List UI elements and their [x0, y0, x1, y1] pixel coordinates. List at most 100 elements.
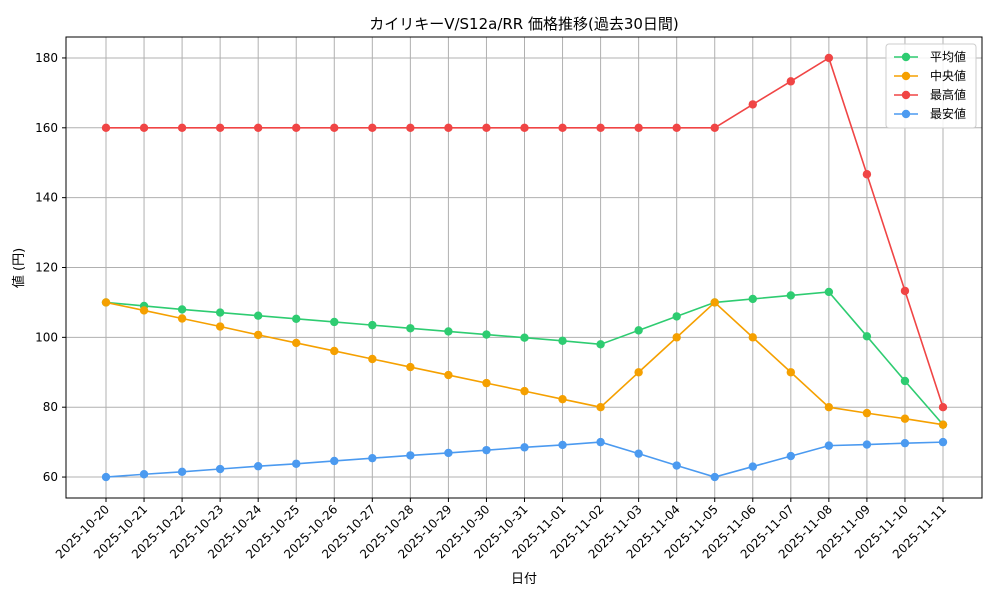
data-point — [748, 333, 757, 342]
data-point — [482, 445, 491, 455]
data-point — [444, 448, 453, 458]
legend-label: 最安値 — [930, 106, 966, 121]
data-point — [824, 402, 834, 412]
data-point — [786, 368, 796, 377]
y-tick-label: 140 — [35, 191, 58, 205]
data-point — [482, 123, 491, 133]
data-point — [368, 453, 377, 463]
series-layer — [101, 53, 948, 482]
data-point — [824, 441, 834, 450]
data-point — [748, 294, 757, 304]
data-point — [139, 306, 149, 315]
legend-swatch-marker — [901, 52, 911, 62]
y-tick-label: 60 — [43, 470, 58, 484]
legend-item: 中央値 — [894, 68, 966, 83]
data-point — [672, 312, 681, 321]
data-point — [139, 470, 149, 479]
data-point — [710, 472, 719, 482]
data-point — [330, 346, 339, 356]
data-point — [824, 287, 834, 297]
data-point — [558, 440, 567, 450]
data-point — [292, 338, 301, 348]
data-point — [900, 414, 910, 423]
series-1 — [101, 298, 948, 429]
data-point — [558, 123, 567, 133]
data-point — [368, 320, 377, 330]
data-point — [748, 100, 757, 109]
data-point — [748, 462, 757, 471]
data-point — [215, 123, 225, 133]
data-point — [520, 123, 529, 133]
legend-item: 最安値 — [894, 106, 966, 121]
data-point — [938, 437, 948, 447]
y-tick-label: 100 — [35, 330, 58, 344]
data-point — [406, 123, 415, 133]
data-point — [634, 449, 643, 458]
data-point — [101, 298, 111, 307]
data-point — [444, 327, 453, 336]
x-axis-ticks: 2025-10-202025-10-212025-10-222025-10-23… — [53, 498, 949, 561]
data-point — [862, 440, 872, 449]
data-point — [862, 170, 872, 179]
data-point — [482, 378, 491, 388]
data-point — [824, 53, 834, 63]
data-point — [672, 333, 681, 342]
data-point — [672, 123, 681, 133]
data-point — [330, 123, 339, 133]
y-tick-label: 80 — [43, 400, 58, 414]
y-axis-label: 値 (円) — [11, 248, 27, 288]
y-axis-ticks: 60 80 100 120 140 160 180 — [35, 51, 66, 484]
data-point — [634, 368, 643, 377]
data-point — [596, 123, 605, 133]
data-point — [101, 472, 111, 482]
y-tick-label: 120 — [35, 261, 58, 275]
data-point — [444, 370, 453, 380]
data-point — [558, 336, 567, 346]
legend-swatch-marker — [901, 90, 911, 100]
data-point — [938, 402, 948, 412]
legend-label: 平均値 — [930, 49, 966, 64]
data-point — [177, 314, 187, 323]
data-point — [330, 317, 339, 327]
data-point — [406, 451, 415, 460]
data-point — [862, 408, 872, 418]
data-point — [596, 340, 605, 349]
data-point — [253, 330, 263, 340]
data-point — [177, 305, 187, 314]
data-point — [634, 123, 643, 133]
y-tick-label: 180 — [35, 51, 58, 65]
data-point — [215, 464, 225, 474]
data-point — [101, 123, 111, 133]
data-point — [177, 123, 187, 133]
data-point — [900, 286, 910, 296]
legend-swatch-marker — [901, 109, 911, 119]
data-point — [253, 311, 263, 320]
data-point — [292, 314, 301, 324]
chart-title: カイリキーV/S12a/RR 価格推移(過去30日間) — [369, 15, 679, 33]
data-point — [330, 456, 339, 466]
data-point — [520, 443, 529, 452]
data-point — [596, 437, 605, 447]
data-point — [215, 322, 225, 331]
data-point — [900, 438, 910, 448]
data-point — [292, 123, 301, 133]
data-point — [558, 394, 567, 404]
data-point — [710, 298, 719, 307]
data-point — [520, 386, 529, 396]
data-point — [406, 324, 415, 333]
data-point — [368, 123, 377, 133]
data-point — [520, 333, 529, 342]
data-point — [444, 123, 453, 133]
data-point — [786, 451, 796, 461]
data-point — [177, 467, 187, 477]
legend-label: 中央値 — [930, 68, 966, 83]
legend-item: 平均値 — [894, 49, 966, 64]
data-point — [292, 459, 301, 468]
data-point — [368, 354, 377, 364]
data-point — [900, 376, 910, 386]
data-point — [253, 123, 263, 133]
data-point — [253, 462, 263, 471]
data-point — [786, 291, 796, 300]
